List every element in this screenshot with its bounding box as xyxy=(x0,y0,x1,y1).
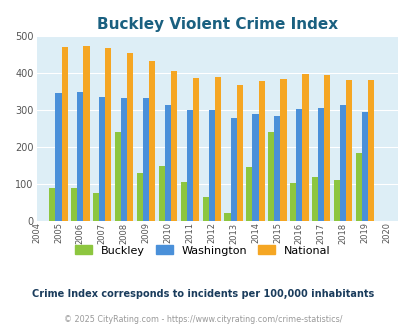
Bar xyxy=(61,48,68,221)
Bar xyxy=(296,109,302,221)
Bar xyxy=(180,182,186,221)
Bar xyxy=(230,117,236,221)
Bar xyxy=(302,74,308,221)
Bar xyxy=(55,93,61,221)
Bar xyxy=(246,167,252,221)
Bar xyxy=(339,105,345,221)
Bar xyxy=(236,85,242,221)
Bar xyxy=(164,105,171,221)
Bar xyxy=(318,108,324,221)
Bar xyxy=(186,110,192,221)
Text: Crime Index corresponds to incidents per 100,000 inhabitants: Crime Index corresponds to incidents per… xyxy=(32,289,373,299)
Bar xyxy=(49,188,55,221)
Bar xyxy=(208,110,214,221)
Bar xyxy=(361,112,367,221)
Bar xyxy=(77,92,83,221)
Bar xyxy=(149,61,155,221)
Bar xyxy=(280,79,286,221)
Bar xyxy=(274,116,280,221)
Text: © 2025 CityRating.com - https://www.cityrating.com/crime-statistics/: © 2025 CityRating.com - https://www.city… xyxy=(64,315,341,324)
Bar xyxy=(252,114,258,221)
Bar xyxy=(71,188,77,221)
Bar xyxy=(345,80,352,221)
Bar xyxy=(105,49,111,221)
Bar xyxy=(367,80,373,221)
Bar xyxy=(121,98,127,221)
Bar xyxy=(171,71,177,221)
Bar xyxy=(268,132,274,221)
Bar xyxy=(311,177,318,221)
Bar xyxy=(99,97,105,221)
Legend: Buckley, Washington, National: Buckley, Washington, National xyxy=(71,241,334,260)
Bar xyxy=(127,53,133,221)
Bar xyxy=(224,213,230,221)
Bar xyxy=(355,153,361,221)
Bar xyxy=(93,193,99,221)
Bar xyxy=(192,78,198,221)
Bar xyxy=(115,132,121,221)
Bar xyxy=(158,166,164,221)
Bar xyxy=(214,77,220,221)
Title: Buckley Violent Crime Index: Buckley Violent Crime Index xyxy=(96,17,337,32)
Bar xyxy=(143,98,149,221)
Bar xyxy=(324,76,330,221)
Bar xyxy=(136,173,143,221)
Bar xyxy=(202,197,208,221)
Bar xyxy=(333,180,339,221)
Bar xyxy=(83,46,90,221)
Bar xyxy=(258,82,264,221)
Bar xyxy=(290,183,296,221)
